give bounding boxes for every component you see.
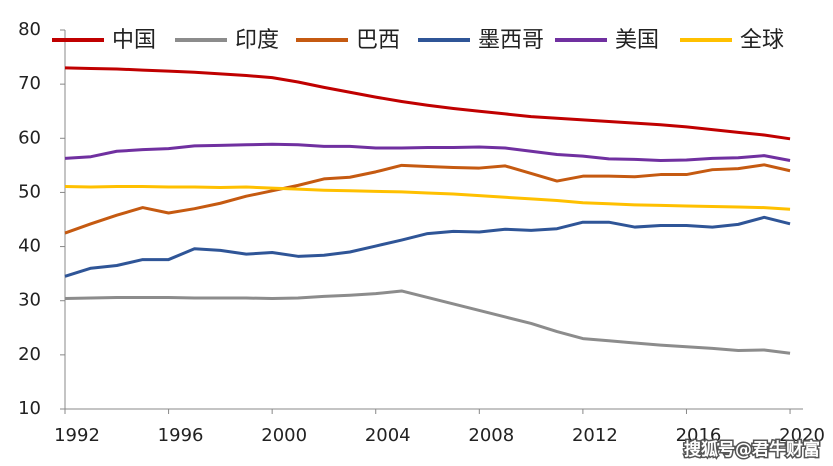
- y-tick-label: 30: [18, 290, 41, 311]
- y-tick-label: 20: [18, 344, 41, 365]
- y-tick-label: 50: [18, 181, 41, 202]
- x-tick-label: 1992: [54, 425, 100, 446]
- legend-label: 墨西哥: [478, 28, 544, 53]
- legend-label: 中国: [112, 28, 156, 53]
- legend-label: 巴西: [356, 28, 400, 53]
- y-tick-label: 10: [18, 398, 41, 419]
- series-line: [64, 163, 791, 235]
- series-line: [64, 66, 791, 141]
- y-tick-label: 80: [18, 19, 41, 40]
- series-line: [64, 289, 791, 355]
- legend-label: 印度: [235, 28, 279, 53]
- x-tick-label: 2004: [365, 425, 411, 446]
- series-line: [64, 142, 791, 162]
- watermark: 搜狐号@君牛财富: [684, 439, 820, 460]
- series-line: [64, 184, 791, 211]
- x-tick-label: 2016: [676, 425, 722, 446]
- x-tick-label: 2000: [261, 425, 307, 446]
- x-tick-label: 2020: [779, 425, 825, 446]
- x-tick-label: 2008: [468, 425, 514, 446]
- x-tick-label: 1996: [158, 425, 204, 446]
- y-tick-label: 40: [18, 236, 41, 257]
- y-tick-label: 60: [18, 127, 41, 148]
- legend-label: 美国: [615, 28, 659, 53]
- y-tick-label: 70: [18, 73, 41, 94]
- legend-label: 全球: [740, 28, 784, 53]
- series-line: [64, 215, 791, 278]
- x-tick-label: 2012: [572, 425, 618, 446]
